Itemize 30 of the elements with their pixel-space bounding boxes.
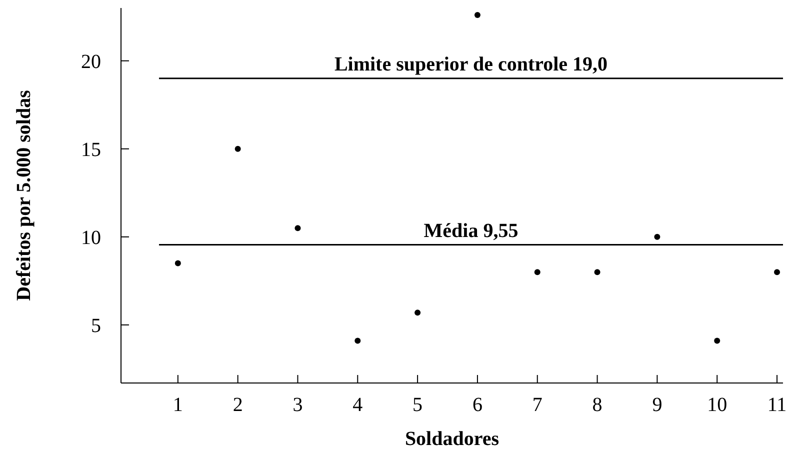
x-tick-label: 2 xyxy=(232,394,243,416)
point xyxy=(234,146,241,152)
y-axis-title: Defeitos por 5.000 soldas xyxy=(13,90,35,301)
point xyxy=(594,269,600,276)
x-tick-label: 6 xyxy=(472,394,482,416)
x-tick-label: 11 xyxy=(767,394,787,416)
y-tick-label: 10 xyxy=(81,226,101,249)
y-tick-label: 5 xyxy=(91,314,101,337)
ref-line-label: Média 9,55 xyxy=(424,220,518,242)
x-tick-label: 4 xyxy=(352,394,363,416)
point xyxy=(714,338,720,344)
point xyxy=(354,338,361,344)
x-tick-label: 7 xyxy=(532,394,542,416)
point xyxy=(654,234,660,240)
x-axis-title: Soldadores xyxy=(404,428,500,450)
x-tick-label: 1 xyxy=(172,394,183,416)
x-tick-label: 3 xyxy=(292,394,303,416)
point xyxy=(294,225,301,232)
point xyxy=(474,12,480,18)
point xyxy=(174,260,181,266)
x-tick-label: 8 xyxy=(592,394,602,416)
point xyxy=(414,310,421,316)
y-tick-label: 20 xyxy=(81,50,101,73)
x-tick-label: 9 xyxy=(652,394,662,416)
point xyxy=(774,269,780,276)
y-tick-label: 15 xyxy=(81,138,101,161)
x-tick-label: 5 xyxy=(412,394,423,416)
point xyxy=(534,269,540,276)
x-tick-label: 10 xyxy=(707,394,728,416)
ref-line-label: Limite superior de controle 19,0 xyxy=(334,53,608,76)
